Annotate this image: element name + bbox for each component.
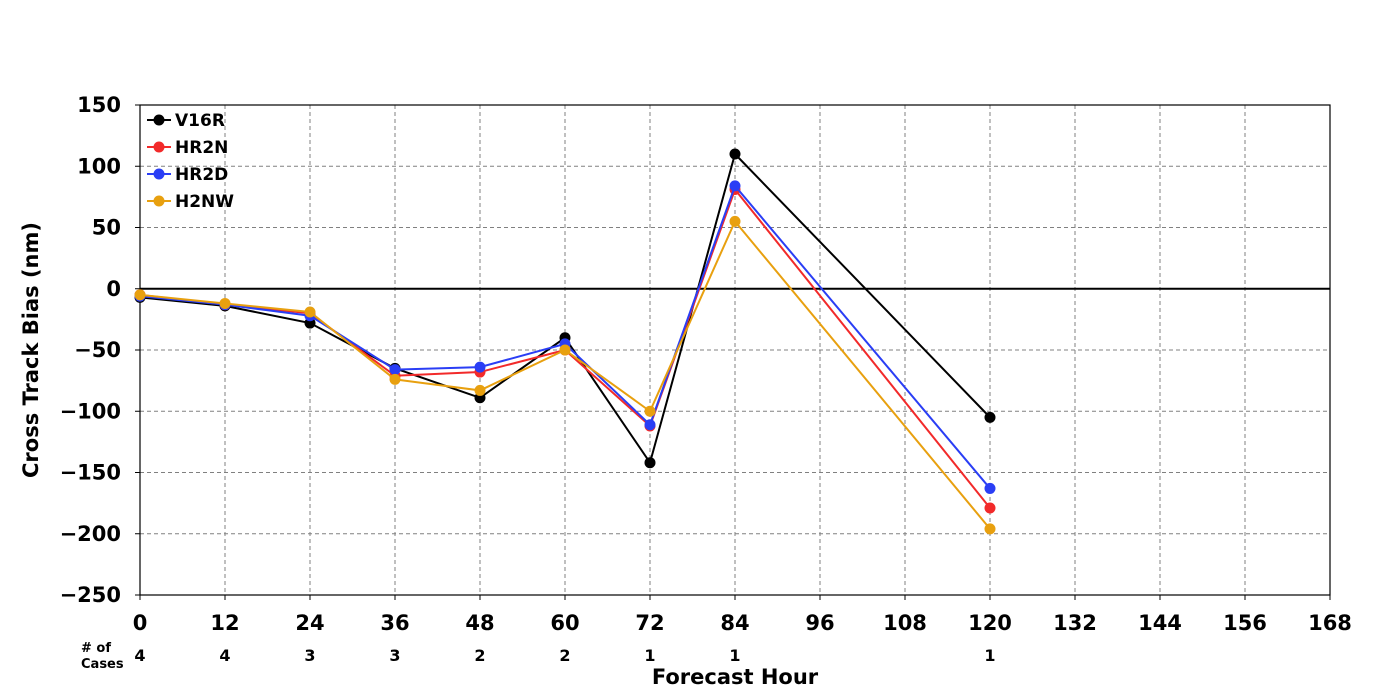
data-point-hr2d <box>474 361 486 373</box>
data-point-h2nw <box>304 306 316 318</box>
data-point-hr2d <box>389 364 401 376</box>
data-point-hr2n <box>984 502 996 514</box>
legend-label-hr2d: HR2D <box>175 165 228 185</box>
x-tick-label: 12 <box>210 611 239 635</box>
data-point-hr2d <box>644 419 656 431</box>
legend-label-hr2n: HR2N <box>175 138 228 158</box>
x-tick-label: 168 <box>1308 611 1352 635</box>
y-tick-label: 50 <box>92 216 121 240</box>
legend-marker-v16r <box>153 114 165 126</box>
legend-label-v16r: V16R <box>175 111 225 131</box>
case-count: 3 <box>304 646 315 665</box>
data-point-hr2d <box>984 482 996 494</box>
x-tick-label: 156 <box>1223 611 1267 635</box>
y-tick-label: 0 <box>106 277 121 301</box>
data-point-hr2d <box>729 180 741 192</box>
y-tick-label: 150 <box>77 93 121 117</box>
x-tick-label: 96 <box>805 611 834 635</box>
x-tick-label: 48 <box>465 611 494 635</box>
data-point-h2nw <box>984 523 996 535</box>
legend: V16R HR2N HR2D H2NW <box>147 111 234 212</box>
cases-header-line2: Cases <box>81 657 124 672</box>
cases-header-line1: # of <box>81 641 111 656</box>
case-count: 4 <box>134 646 145 665</box>
x-tick-label: 120 <box>968 611 1012 635</box>
y-tick-label: −250 <box>60 583 121 607</box>
data-point-v16r <box>729 148 741 160</box>
data-point-v16r <box>984 411 996 423</box>
x-tick-label: 84 <box>720 611 749 635</box>
x-tick-label: 36 <box>380 611 409 635</box>
series-layer <box>134 148 996 535</box>
y-tick-label: −150 <box>60 461 121 485</box>
data-point-h2nw <box>134 289 146 301</box>
y-tick-label: −100 <box>60 399 121 423</box>
legend-marker-hr2n <box>153 141 165 153</box>
data-point-h2nw <box>729 215 741 227</box>
y-axis-title: Cross Track Bias (nm) <box>19 222 43 478</box>
case-count: 3 <box>389 646 400 665</box>
legend-marker-h2nw <box>153 195 165 207</box>
y-tick-label: 100 <box>77 154 121 178</box>
x-tick-label: 24 <box>295 611 324 635</box>
y-tick-label: −50 <box>74 338 121 362</box>
data-point-h2nw <box>219 297 231 309</box>
legend-marker-hr2d <box>153 168 165 180</box>
x-tick-label: 108 <box>883 611 927 635</box>
case-count: 1 <box>644 646 655 665</box>
x-tick-label: 132 <box>1053 611 1097 635</box>
case-count: 1 <box>729 646 740 665</box>
case-count: 2 <box>559 646 570 665</box>
cases-row: # of Cases 4 4 3 3 2 2 1 1 1 <box>81 641 996 672</box>
x-axis-ticks: 0 12 24 36 48 60 72 84 96 108 120 132 144 156 168 <box>133 595 1352 635</box>
x-tick-label: 0 <box>133 611 148 635</box>
data-point-h2nw <box>389 373 401 385</box>
data-point-h2nw <box>559 344 571 356</box>
case-count: 4 <box>219 646 230 665</box>
case-count: 1 <box>984 646 995 665</box>
x-axis-title: Forecast Hour <box>652 665 819 689</box>
y-axis-ticks: 150 100 50 0 −50 −100 −150 −200 −250 <box>60 93 140 607</box>
x-tick-label: 144 <box>1138 611 1182 635</box>
data-point-v16r <box>644 457 656 469</box>
data-point-h2nw <box>474 384 486 396</box>
grid-lines <box>140 105 1330 595</box>
x-tick-label: 72 <box>635 611 664 635</box>
case-count: 2 <box>474 646 485 665</box>
data-point-h2nw <box>644 405 656 417</box>
x-tick-label: 60 <box>550 611 579 635</box>
y-tick-label: −200 <box>60 522 121 546</box>
legend-label-h2nw: H2NW <box>175 192 234 212</box>
